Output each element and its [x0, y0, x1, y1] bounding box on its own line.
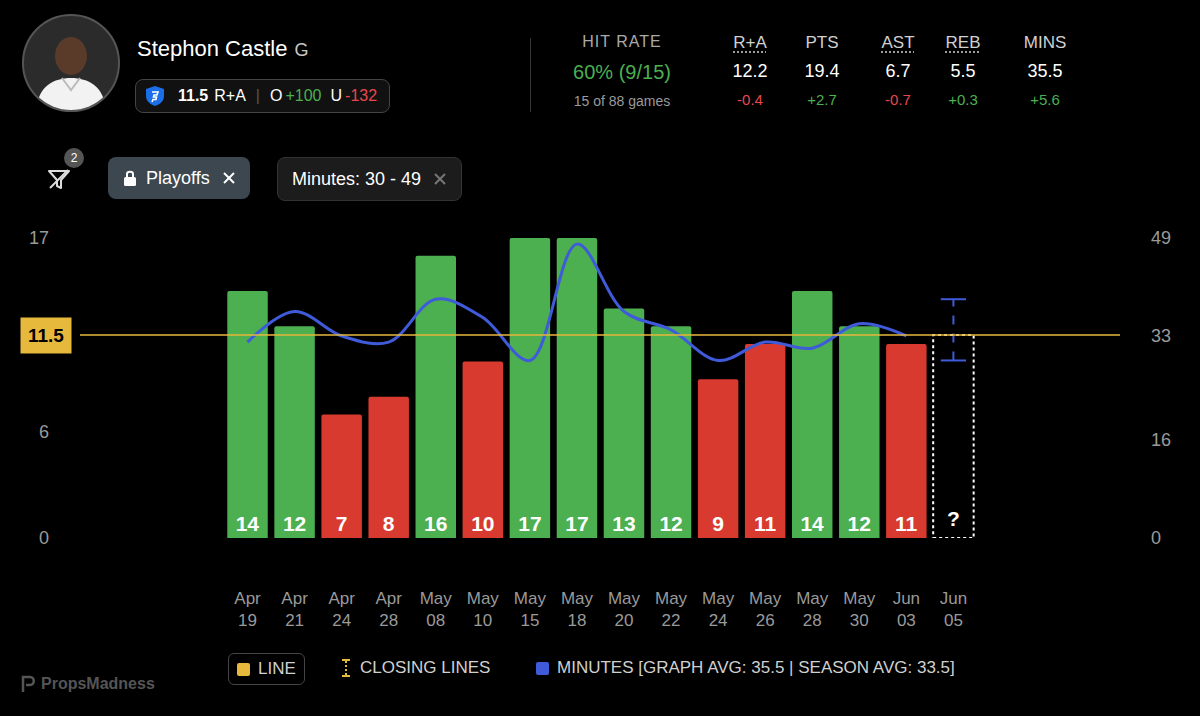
html-text:U -132: U -132: [330, 87, 378, 104]
svg-text:33: 33: [1151, 326, 1171, 346]
svg-text:May08: May08: [420, 589, 453, 630]
svg-text:7: 7: [336, 512, 348, 535]
svg-text:11.5: 11.5: [28, 325, 64, 346]
svg-text:May18: May18: [561, 589, 594, 630]
svg-text:17: 17: [565, 512, 588, 535]
svg-text:10: 10: [471, 512, 494, 535]
svg-text:6: 6: [39, 422, 49, 442]
svg-text:Jun03: Jun03: [893, 589, 920, 630]
svg-text:May26: May26: [749, 589, 782, 630]
svg-text:May24: May24: [702, 589, 735, 630]
html-text:5.5: 5.5: [950, 61, 976, 81]
html-text:+2.7: +2.7: [807, 91, 837, 108]
html-text:35.5: 35.5: [1027, 61, 1063, 81]
html-text:-0.7: -0.7: [885, 91, 911, 108]
svg-text:17: 17: [29, 228, 49, 248]
svg-text:13: 13: [612, 512, 635, 535]
html-text:12.2: 12.2: [732, 61, 768, 81]
html-text:2: 2: [70, 151, 78, 165]
svg-text:16: 16: [1151, 430, 1171, 450]
svg-text:11: 11: [754, 512, 777, 535]
svg-text:8: 8: [383, 512, 395, 535]
html-text:Playoffs: Playoffs: [146, 167, 210, 188]
html-text:Stephon Castle G: Stephon Castle G: [137, 36, 309, 61]
svg-text:0: 0: [39, 528, 49, 548]
svg-text:14: 14: [800, 512, 824, 535]
svg-text:Apr28: Apr28: [375, 589, 402, 630]
svg-text:9: 9: [712, 512, 724, 535]
svg-text:17: 17: [518, 512, 541, 535]
html-text:+5.6: +5.6: [1030, 91, 1060, 108]
html-text:PropsMadness: PropsMadness: [41, 675, 155, 692]
svg-text:Apr21: Apr21: [281, 589, 308, 630]
html-text:LINE: LINE: [258, 659, 296, 678]
html-text:HIT RATE: HIT RATE: [582, 33, 662, 50]
html-text:+0.3: +0.3: [948, 91, 978, 108]
svg-text:May15: May15: [514, 589, 547, 630]
svg-text:12: 12: [283, 512, 306, 535]
html-text:O +100: O +100: [270, 87, 322, 104]
html-text:REB: REB: [945, 33, 981, 52]
html-text:19.4: 19.4: [804, 61, 840, 81]
svg-text:May20: May20: [608, 589, 641, 630]
html-text:6.7: 6.7: [885, 61, 911, 81]
svg-text:11: 11: [895, 512, 918, 535]
html-text:PTS: PTS: [805, 33, 839, 52]
svg-text:May10: May10: [467, 589, 500, 630]
html-text:AST: AST: [881, 33, 915, 52]
html-text:11.5 R+A: 11.5 R+A: [178, 87, 246, 104]
svg-text:May22: May22: [655, 589, 688, 630]
svg-text:May30: May30: [843, 589, 876, 630]
svg-text:16: 16: [424, 512, 447, 535]
html-text:Minutes: 30 - 49: Minutes: 30 - 49: [292, 168, 422, 189]
svg-text:Apr19: Apr19: [234, 589, 261, 630]
svg-text:14: 14: [236, 512, 260, 535]
html-text:MINUTES [GRAPH AVG: 35.5 | SEA: MINUTES [GRAPH AVG: 35.5 | SEASON AVG: 3…: [557, 658, 955, 677]
svg-text:May28: May28: [796, 589, 829, 630]
svg-text:12: 12: [659, 512, 682, 535]
html-text:60% (9/15): 60% (9/15): [573, 61, 671, 83]
svg-text:12: 12: [848, 512, 871, 535]
html-text:R+A: R+A: [733, 33, 767, 52]
svg-text:Jun05: Jun05: [940, 589, 967, 630]
svg-text:49: 49: [1151, 228, 1171, 248]
html-text:CLOSING LINES: CLOSING LINES: [360, 658, 491, 677]
html-text:MINS: MINS: [1023, 33, 1067, 52]
html-text:-0.4: -0.4: [737, 91, 763, 108]
svg-text:Apr24: Apr24: [328, 589, 355, 630]
svg-text:0: 0: [1151, 528, 1161, 548]
svg-text:?: ?: [947, 507, 960, 530]
html-text:15 of 88 games: 15 of 88 games: [573, 93, 671, 109]
